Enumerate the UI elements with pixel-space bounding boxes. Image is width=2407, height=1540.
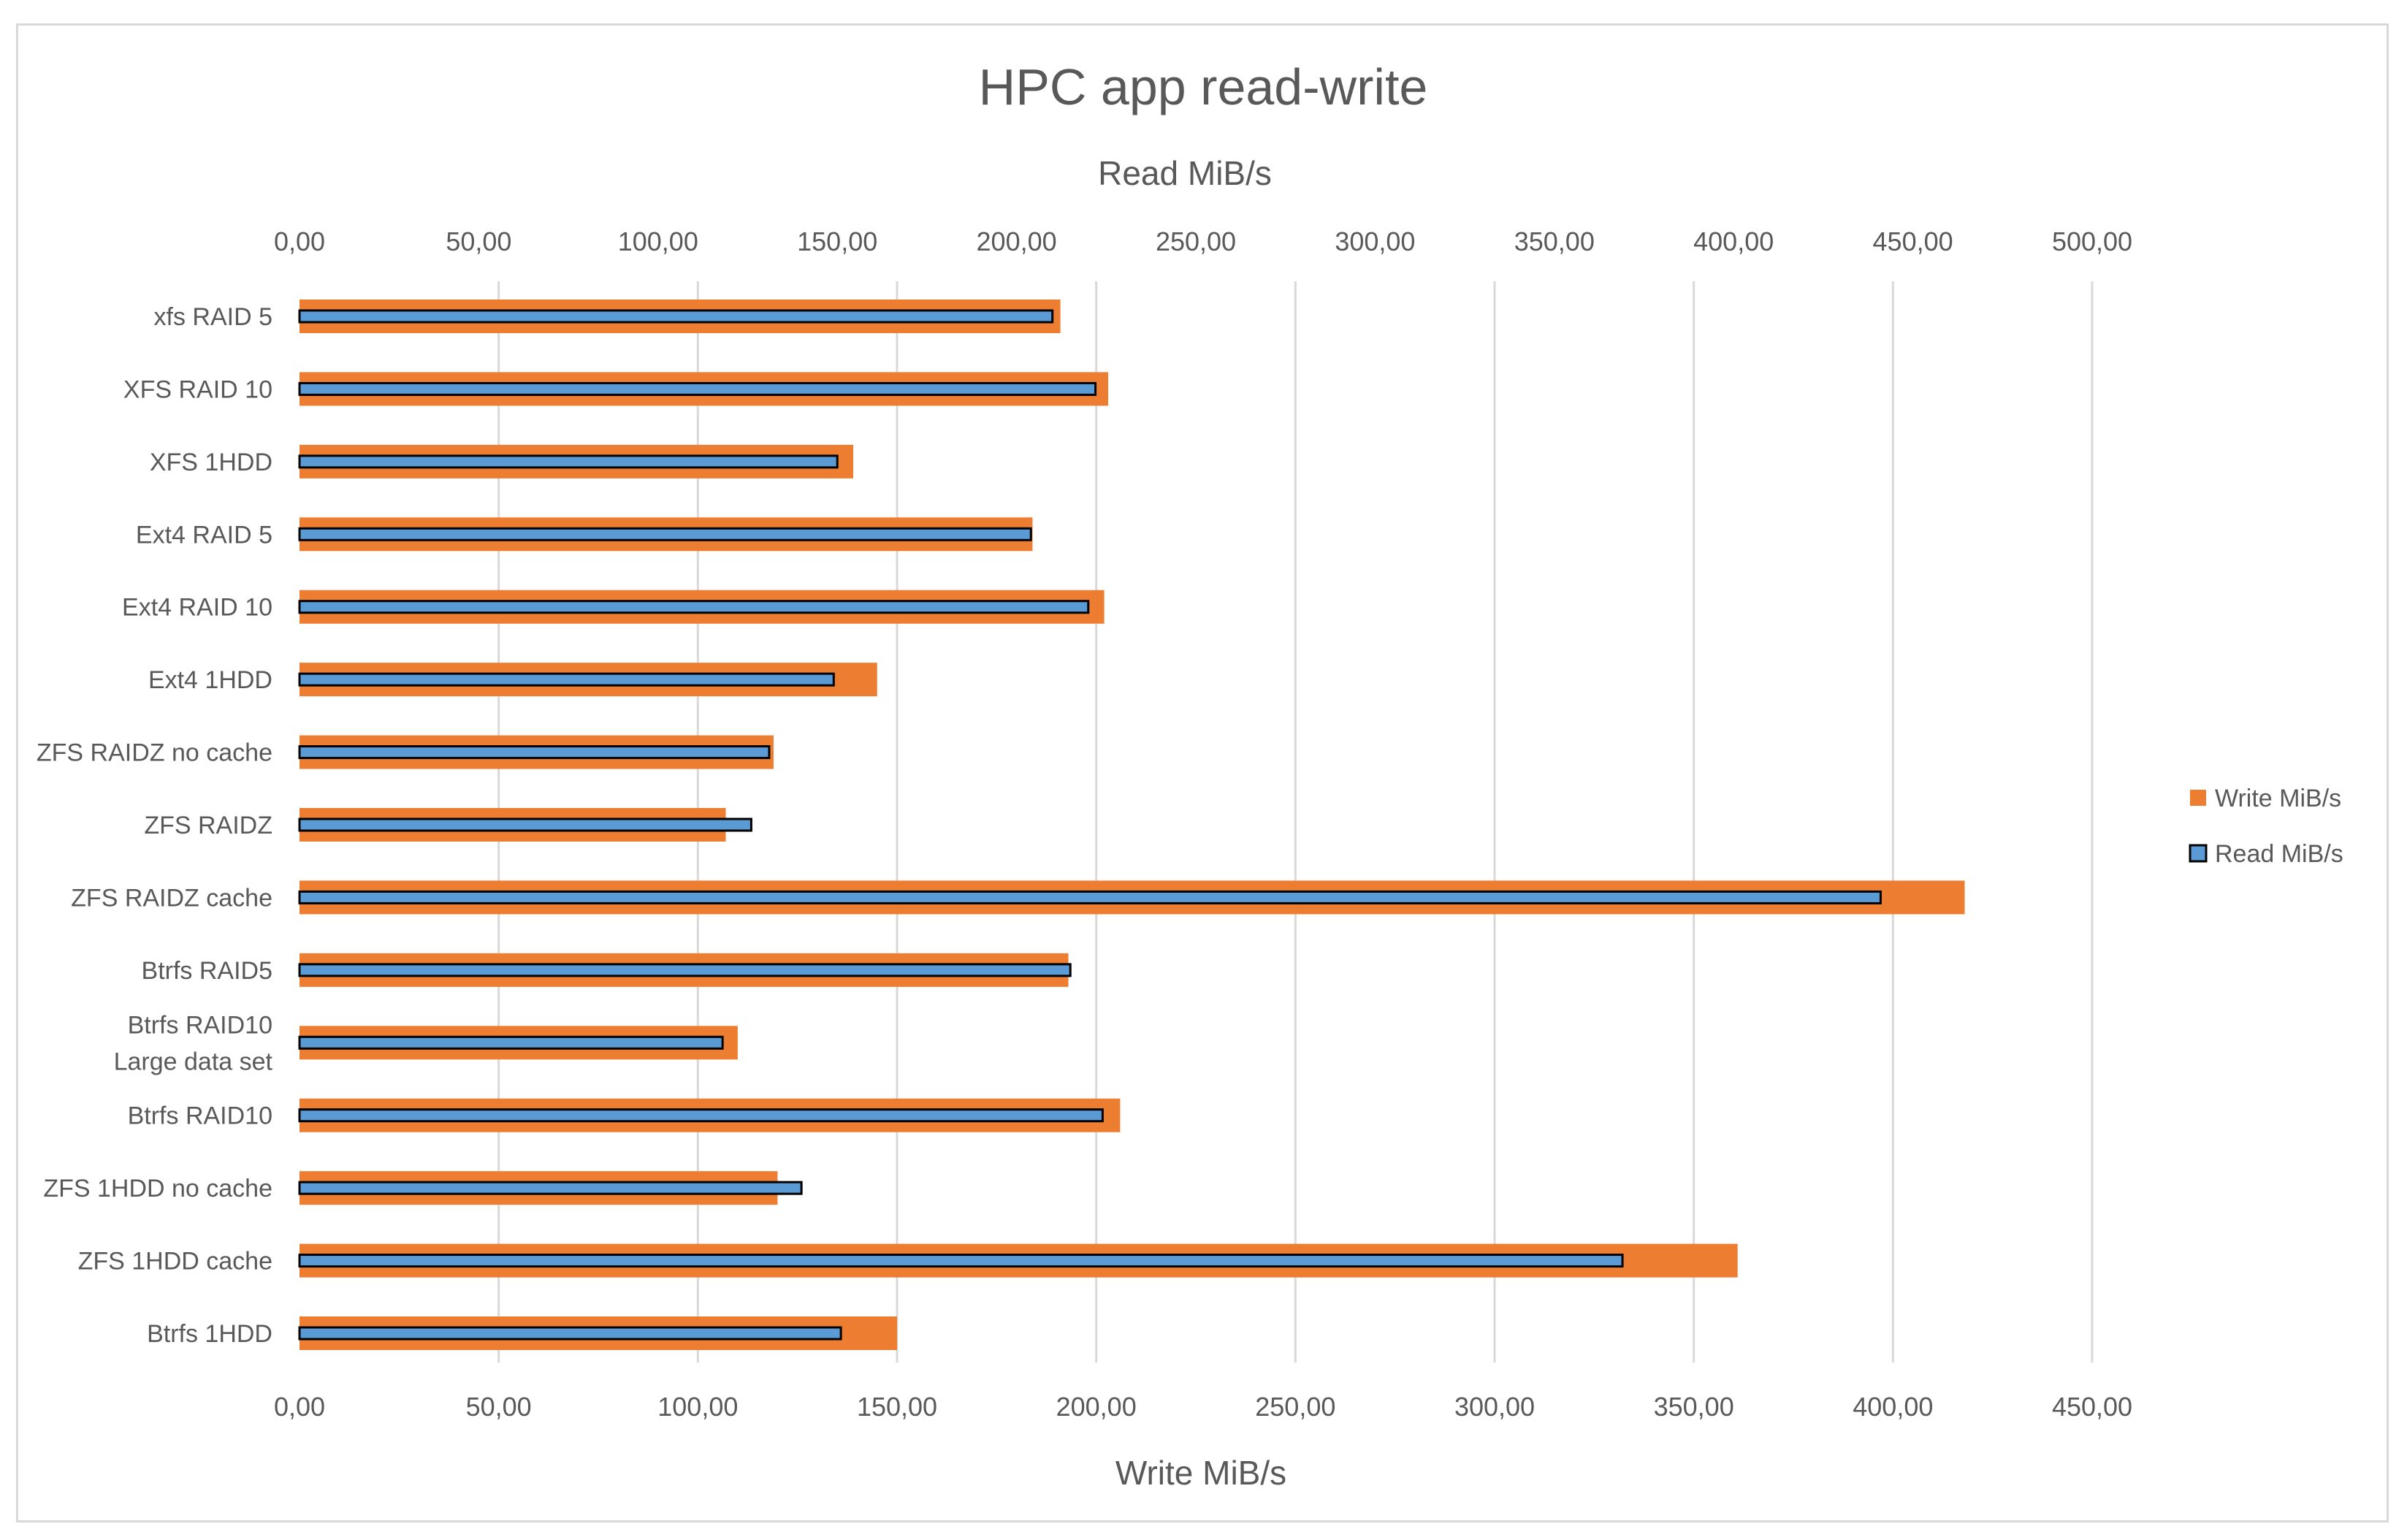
bar-read [298, 745, 771, 760]
bottom-tick-label: 350,00 [1654, 1392, 1734, 1422]
category-label: ZFS RAIDZ [144, 812, 272, 839]
top-tick-label: 50,00 [446, 226, 511, 256]
legend-swatch-read [2189, 844, 2208, 863]
bottom-axis-ticks: 0,00 50,00 100,00 150,00 200,00 250,00 300,00 3… [274, 1392, 2132, 1422]
bar-read [298, 381, 1097, 396]
top-tick-label: 350,00 [1514, 226, 1595, 256]
bar-read [298, 1254, 1624, 1268]
top-tick-label: 250,00 [1156, 226, 1236, 256]
bar-read [298, 1108, 1104, 1123]
bar-read [298, 963, 1072, 977]
bottom-tick-label: 400,00 [1853, 1392, 1933, 1422]
bottom-tick-label: 300,00 [1454, 1392, 1535, 1422]
category-label: Btrfs RAID10 Large data set [114, 1011, 273, 1075]
category-label: xfs RAID 5 [154, 303, 272, 331]
bar-read [298, 527, 1032, 541]
bottom-tick-label: 200,00 [1056, 1392, 1137, 1422]
category-label: Btrfs RAID5 [142, 957, 272, 985]
category-label: XFS RAID 10 [123, 376, 272, 403]
legend-swatch-write [2190, 790, 2206, 806]
bar-read [298, 890, 1882, 904]
chart-title: HPC app read-write [979, 58, 1428, 115]
top-tick-label: 100,00 [618, 226, 698, 256]
category-label: Ext4 1HDD [148, 666, 272, 694]
top-axis-title: Read MiB/s [1098, 154, 1272, 192]
top-axis-ticks: 0,00 50,00 100,00 150,00 200,00 250,00 300,00 3… [274, 226, 2132, 256]
category-label: Btrfs 1HDD [147, 1320, 272, 1348]
category-label: Btrfs RAID10 [128, 1102, 272, 1130]
bar-read [298, 672, 835, 687]
bar-read [298, 1326, 842, 1341]
bottom-tick-label: 250,00 [1255, 1392, 1335, 1422]
category-label: Ext4 RAID 5 [136, 521, 272, 549]
category-label: XFS 1HDD [150, 449, 272, 476]
bottom-tick-label: 0,00 [274, 1392, 325, 1422]
bar-read [298, 454, 839, 469]
legend: Write MiB/s Read MiB/s [2189, 785, 2343, 868]
top-tick-label: 200,00 [977, 226, 1057, 256]
bottom-axis-title: Write MiB/s [1115, 1454, 1286, 1492]
bottom-tick-label: 150,00 [857, 1392, 937, 1422]
bottom-tick-label: 450,00 [2052, 1392, 2132, 1422]
bottom-tick-label: 100,00 [657, 1392, 738, 1422]
bar-read [298, 600, 1090, 614]
legend-label-read: Read MiB/s [2215, 840, 2343, 868]
bar-read [298, 817, 752, 832]
bar-read [298, 1181, 803, 1195]
legend-label-write: Write MiB/s [2215, 785, 2341, 812]
bottom-tick-label: 50,00 [466, 1392, 532, 1422]
category-label: ZFS RAIDZ cache [71, 884, 272, 912]
top-tick-label: 0,00 [274, 226, 325, 256]
top-tick-label: 500,00 [2052, 226, 2132, 256]
category-label: Ext4 RAID 10 [122, 594, 272, 622]
bar-read [298, 309, 1054, 324]
top-tick-label: 300,00 [1335, 226, 1415, 256]
top-tick-label: 150,00 [797, 226, 877, 256]
category-label: ZFS 1HDD no cache [43, 1175, 272, 1202]
category-label: ZFS RAIDZ no cache [37, 739, 272, 767]
top-tick-label: 450,00 [1873, 226, 1953, 256]
bars-layer [298, 300, 1965, 1350]
category-label: ZFS 1HDD cache [78, 1248, 272, 1276]
category-labels: xfs RAID 5 XFS RAID 10 XFS 1HDD Ext4 RAID 5… [37, 303, 273, 1348]
top-tick-label: 400,00 [1693, 226, 1774, 256]
bar-read [298, 1035, 724, 1050]
